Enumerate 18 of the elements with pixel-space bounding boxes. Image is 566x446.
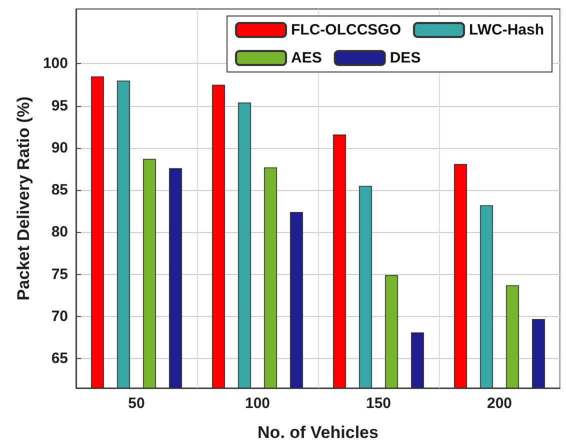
x-axis-title: No. of Vehicles [258, 423, 378, 442]
legend-label: LWC-Hash [469, 22, 544, 38]
x-tick-label: 200 [486, 395, 512, 412]
legend-label: AES [291, 50, 322, 66]
legend-label: FLC-OLCCSGO [291, 22, 402, 38]
x-tick-label: 150 [366, 395, 392, 412]
y-tick-label: 80 [51, 224, 68, 241]
x-tick-label: 50 [128, 395, 145, 412]
x-tick-label: 100 [244, 395, 270, 412]
y-tick-label: 75 [51, 266, 68, 283]
y-tick-label: 95 [51, 97, 68, 114]
legend-label: DES [390, 50, 421, 66]
y-tick-label: 85 [51, 182, 68, 199]
y-tick-label: 100 [42, 55, 68, 72]
y-tick-label: 70 [51, 308, 68, 325]
y-tick-label: 65 [51, 350, 68, 368]
y-tick-label: 90 [51, 139, 68, 156]
y-axis-title: Packet Delivery Ratio (%) [14, 96, 33, 301]
